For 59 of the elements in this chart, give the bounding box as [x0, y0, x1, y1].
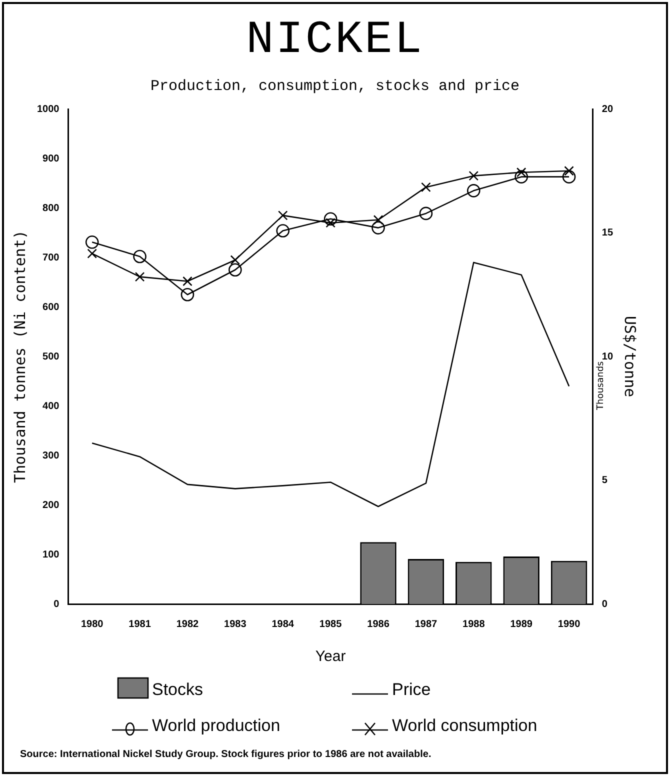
point	[324, 212, 338, 226]
x-tick-label: 1986	[367, 618, 390, 630]
point	[516, 167, 526, 178]
point	[133, 250, 146, 264]
point	[85, 236, 99, 249]
y-tick-label: 600	[42, 302, 60, 313]
text: Thousands	[596, 361, 606, 410]
point	[278, 210, 288, 220]
y2-axis-title: US$/tonne	[621, 316, 640, 398]
y-axis-title: Thousand tonnes (Ni content)	[10, 230, 29, 483]
point	[466, 184, 480, 198]
point	[276, 224, 290, 238]
x-tick-label: 1981	[128, 618, 152, 630]
point	[230, 255, 240, 265]
point	[468, 170, 479, 181]
point	[134, 272, 145, 282]
y-tick-label: 400	[42, 400, 60, 412]
point	[421, 182, 431, 192]
x-tick-label: 1987	[414, 618, 438, 630]
chart-subtitle: Production, consumption, stocks and price	[149, 78, 521, 95]
x-tick-label: 1980	[80, 618, 104, 630]
legend-label: Price	[392, 680, 431, 700]
y-tick-label: 200	[42, 500, 60, 511]
y-tick-label: 0	[54, 598, 60, 610]
point	[180, 288, 194, 302]
point	[372, 221, 385, 234]
y-tick-label: 100	[42, 549, 60, 560]
legend-label: World consumption	[392, 716, 538, 736]
point	[228, 263, 242, 277]
y2-tick-label: 0	[602, 598, 608, 610]
point	[564, 166, 574, 176]
legend-label: Stocks	[152, 680, 204, 700]
source-note: Source: International Nickel Study Group. Stock figures prior to 1986 are not available.	[20, 749, 432, 760]
point	[514, 170, 528, 184]
x-tick-label: 1983	[224, 618, 247, 630]
x-tick-label: 1985	[319, 618, 342, 630]
y2-tick-label: 20	[602, 104, 614, 115]
x-tick-label: 1982	[176, 618, 200, 630]
x-tick-label: 1984	[272, 618, 294, 630]
x-tick-label: 1990	[558, 618, 581, 630]
x-axis-title: Year	[315, 648, 346, 666]
y2-tick-label: 15	[602, 228, 614, 238]
point	[182, 276, 192, 286]
y-tick-label: 900	[42, 153, 60, 164]
x-tick-label: 1988	[462, 618, 486, 630]
y-tick-label: 800	[42, 202, 60, 214]
y2-tick-label: 5	[602, 475, 608, 486]
point	[419, 206, 433, 220]
y-tick-label: 700	[42, 252, 60, 264]
x-tick-label: 1989	[510, 618, 533, 630]
point	[562, 170, 576, 184]
y-tick-label: 300	[42, 450, 60, 462]
y-tick-label: 500	[42, 351, 60, 362]
point	[373, 214, 384, 225]
point	[87, 248, 97, 258]
chart-title: NICKEL	[245, 14, 425, 66]
legend-label: World production	[152, 716, 280, 736]
y2-tick-label: 10	[602, 351, 614, 362]
y-tick-label: 1000	[36, 104, 60, 115]
